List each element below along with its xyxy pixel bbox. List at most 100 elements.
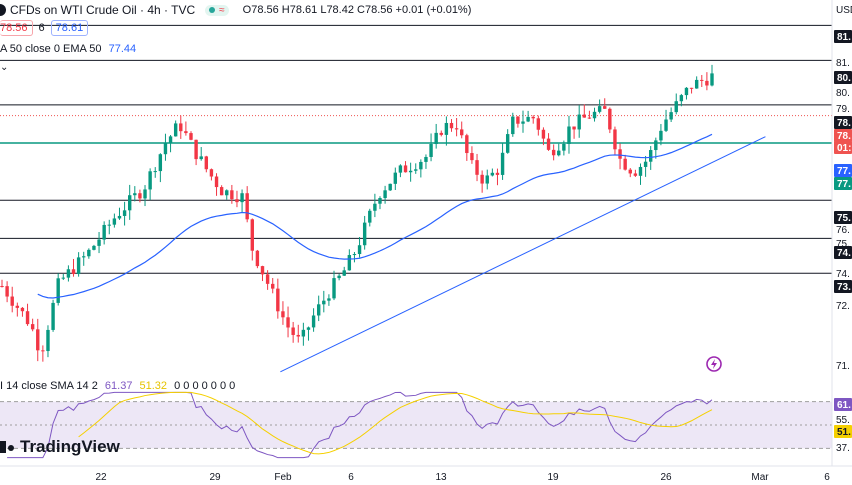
candle-body — [398, 165, 403, 173]
tradingview-logo[interactable]: TradingView — [0, 437, 120, 457]
price-tick-label: 71. — [836, 361, 850, 372]
candle-body — [684, 87, 689, 96]
candle-body — [235, 199, 239, 203]
buy-button[interactable]: 78.61 — [50, 20, 89, 36]
candle-body — [311, 315, 316, 328]
candle-body — [255, 250, 260, 267]
candle-body — [643, 161, 648, 167]
candle-body — [378, 198, 382, 204]
price-tag — [834, 246, 852, 259]
candle-body — [439, 132, 443, 135]
price-tick-label: 72. — [836, 301, 850, 312]
candle-body — [148, 171, 152, 190]
candle-body — [582, 114, 587, 118]
price-tag-text: 73. — [837, 282, 851, 293]
candle-body — [163, 143, 168, 155]
candle-body — [689, 87, 694, 89]
rsi-sma-line — [78, 391, 713, 455]
candle-body — [490, 172, 495, 176]
price-tick-label: 74. — [836, 269, 850, 280]
candle-body — [92, 245, 96, 250]
rsi-tick-label: 55. — [836, 415, 850, 426]
status-dot-icon — [209, 7, 216, 13]
candle-body — [521, 121, 525, 124]
candle-body — [480, 174, 484, 184]
price-tag-text: 77. — [837, 179, 851, 190]
candle-body — [281, 311, 285, 318]
candle-body — [327, 298, 331, 301]
candle-body — [368, 210, 372, 223]
candle-body — [541, 129, 546, 139]
candle-body — [133, 193, 137, 196]
candle-body — [608, 108, 612, 130]
price-axis-ticks: 81.80.79.76.75.74.72.71.55.37. — [836, 58, 850, 454]
price-tag-text: 75. — [837, 213, 851, 224]
symbol-title[interactable]: CFDs on WTI Crude Oil · 4h · TVC — [10, 3, 196, 17]
lightning-icon[interactable] — [706, 356, 722, 372]
candle-body — [107, 224, 111, 226]
time-tick-label: Feb — [274, 472, 292, 483]
candle-body — [700, 79, 704, 81]
candle-body — [25, 311, 30, 325]
currency-label[interactable]: USD — [836, 5, 852, 16]
candle-body — [460, 129, 464, 136]
collapse-legend-button[interactable]: ⌄ — [0, 62, 9, 73]
time-tick-label: Mar — [751, 472, 769, 483]
candle-body — [403, 165, 408, 173]
candle-body — [82, 256, 86, 258]
rsi-pane — [0, 391, 832, 459]
candle-body — [30, 324, 35, 330]
candle-body — [470, 153, 474, 161]
price-tick-label: 81. — [836, 58, 850, 69]
price-axis-tags: 81.80.78.78.01:77.77.75.74.73.61.51. — [834, 30, 852, 438]
candle-body — [112, 218, 117, 225]
candle-body — [383, 190, 387, 199]
rsi-tag — [834, 398, 852, 411]
sell-button[interactable]: 78.56 — [0, 20, 33, 36]
candle-body — [322, 300, 326, 305]
ema-legend[interactable]: A 50 close 0 EMA 50 77.44 — [0, 43, 136, 55]
candle-body — [623, 158, 627, 170]
price-tag-text: 81. — [837, 32, 851, 43]
candle-body — [291, 327, 295, 335]
candle-body — [357, 245, 362, 255]
candle-body — [5, 286, 9, 297]
candle-body — [654, 140, 658, 151]
candle-body — [511, 116, 515, 135]
tradingview-logo-icon — [0, 440, 14, 454]
candle-body — [71, 269, 76, 275]
candle-body — [495, 172, 500, 175]
candle-body — [567, 126, 571, 144]
time-tick-label: 19 — [547, 472, 559, 483]
candle-body — [276, 288, 280, 312]
candle-body — [536, 118, 541, 130]
time-tick-label: 13 — [435, 472, 447, 483]
rsi-legend[interactable]: I 14 close SMA 14 2 61.37 51.32 0 0 0 0 … — [0, 380, 235, 392]
candle-body — [245, 193, 249, 220]
candle-body — [659, 130, 663, 141]
ema-legend-value: 77.44 — [108, 43, 137, 55]
candle-body — [117, 215, 122, 219]
candle-body — [102, 224, 106, 240]
rsi-sma-legend-value: 51.32 — [139, 380, 168, 392]
candle-body — [66, 269, 71, 278]
rsi-legend-extra: 0 0 0 0 0 0 0 — [174, 380, 236, 392]
price-tag — [834, 71, 852, 84]
candle-body — [434, 132, 438, 145]
candle-body — [577, 114, 581, 130]
candle-body — [173, 123, 178, 137]
rsi-tag-text: 61. — [837, 400, 851, 411]
candle-body — [240, 193, 244, 203]
time-tick-label: 6 — [824, 472, 830, 483]
market-status-badge[interactable]: ≈ — [205, 4, 229, 16]
candle-body — [87, 249, 91, 257]
candle-body — [597, 106, 602, 112]
symbol-dot-icon — [0, 4, 6, 16]
candle-body — [664, 119, 668, 131]
candle-body — [393, 172, 398, 184]
candle-body — [56, 278, 60, 303]
price-tag — [834, 129, 852, 142]
candle-body — [362, 222, 367, 246]
